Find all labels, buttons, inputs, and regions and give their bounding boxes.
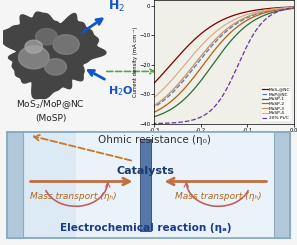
MoS₂@NC [206,27,210,30]
Line: MoSP-3: MoSP-3 [145,6,297,111]
Line: MoSP-2: MoSP-2 [145,7,297,116]
20% Pt/C [206,111,210,114]
20% Pt/C [258,24,262,26]
Text: Catalysts: Catalysts [117,166,175,176]
MoP@NC [243,18,247,21]
MoSP-3 [258,11,262,14]
MoSP-1 [143,118,147,121]
MoSP-3 [243,16,247,19]
Polygon shape [45,59,67,75]
MoP@NC [162,98,166,101]
MoP@NC [257,12,261,15]
Line: MoS₂@NC: MoS₂@NC [145,6,297,92]
MoSP-1 [258,16,262,19]
MoSP-3 [257,11,261,14]
X-axis label: Potential (V vs.RHE ): Potential (V vs.RHE ) [197,134,251,139]
Bar [274,132,290,238]
MoSP-1 [257,16,261,19]
MoSP-1 [162,111,166,114]
MoSP-4 [206,37,210,40]
MoS₂@NC [162,71,166,74]
20% Pt/C [143,122,147,125]
MoSP-2 [243,20,247,23]
MoSP-3 [206,46,210,49]
Bar [140,139,151,231]
Text: Mass transport (ηₕ): Mass transport (ηₕ) [29,192,116,201]
Legend: MoS₂@NC, MoP@NC, MoSP-1, MoSP-2, MoSP-3, MoSP-4, 20% Pt/C: MoS₂@NC, MoP@NC, MoSP-1, MoSP-2, MoSP-3,… [261,86,292,122]
MoSP-4 [195,49,198,52]
Polygon shape [25,40,42,53]
MoSP-3 [162,97,166,100]
Text: Ohmic resistance (η₀): Ohmic resistance (η₀) [98,135,211,145]
Polygon shape [1,12,106,99]
MoSP-4 [257,10,261,13]
Line: MoP@NC: MoP@NC [145,6,297,112]
MoSP-2 [162,105,166,108]
Text: H$_2$O: H$_2$O [108,84,134,98]
20% Pt/C [257,24,261,27]
Text: MoS$_2$/MoP@NC
(MoSP): MoS$_2$/MoP@NC (MoSP) [16,98,85,123]
MoSP-2 [195,72,198,75]
MoS₂@NC [143,90,147,93]
MoSP-2 [257,13,261,16]
20% Pt/C [195,117,198,120]
MoSP-1 [243,26,247,29]
MoP@NC [143,110,147,113]
MoP@NC [206,49,210,52]
MoSP-4 [243,14,247,17]
MoSP-2 [206,57,210,60]
MoS₂@NC [258,8,262,11]
Bar [7,132,23,238]
Bar [76,132,290,238]
MoP@NC [195,63,198,66]
MoSP-1 [206,70,210,73]
MoSP-2 [258,13,262,16]
MoSP-1 [195,85,198,87]
Line: 20% Pt/C: 20% Pt/C [145,6,297,124]
MoS₂@NC [195,36,198,39]
Line: MoSP-4: MoSP-4 [145,6,297,104]
Text: H$_2$: H$_2$ [108,0,126,14]
MoP@NC [258,12,262,14]
20% Pt/C [162,122,166,125]
MoSP-4 [143,103,147,106]
MoSP-2 [143,114,147,117]
20% Pt/C [243,49,247,52]
MoS₂@NC [257,8,261,11]
Text: Mass transport (ηₕ): Mass transport (ηₕ) [175,192,262,201]
Polygon shape [53,35,79,54]
MoSP-3 [195,60,198,63]
MoSP-4 [162,87,166,90]
Polygon shape [18,46,49,69]
Polygon shape [36,29,57,45]
Y-axis label: Current density (mA cm⁻²): Current density (mA cm⁻²) [133,27,138,97]
MoSP-4 [258,10,262,12]
Line: MoSP-1: MoSP-1 [145,7,297,119]
Text: Electrochemical reaction (ηₐ): Electrochemical reaction (ηₐ) [60,223,231,233]
MoS₂@NC [243,11,247,14]
MoSP-3 [143,110,147,112]
